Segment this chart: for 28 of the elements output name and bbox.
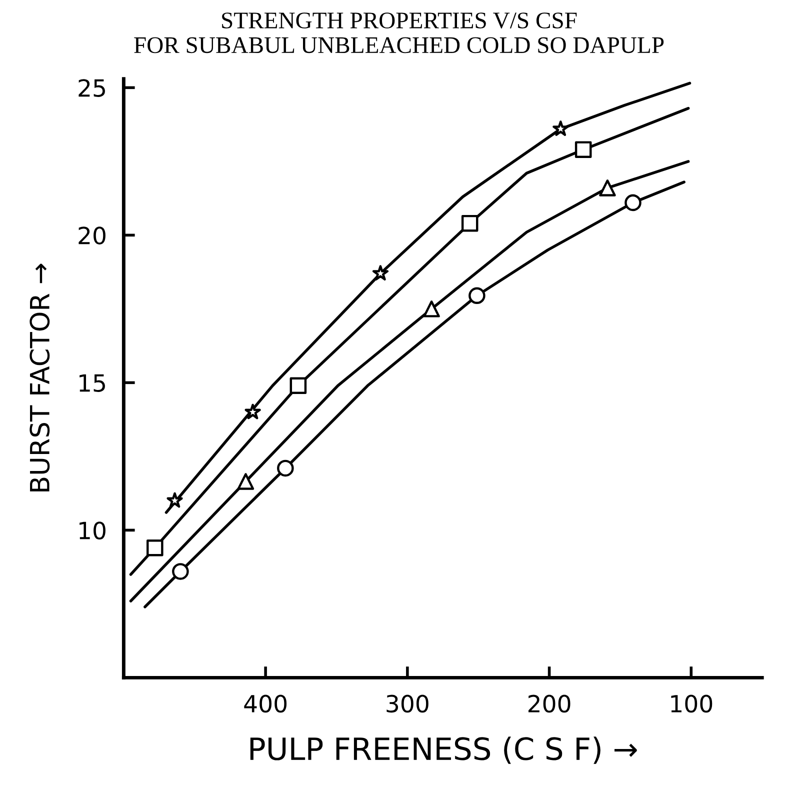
x-axis-title: PULP FREENESS (C S F) → [250,736,637,764]
point [146,539,164,556]
line-series [129,106,690,576]
line-series [164,82,692,514]
y-tick-label: 25 [78,79,105,97]
point [423,300,440,318]
point [277,460,294,477]
point [372,265,389,281]
point [172,563,189,580]
y-tick-label: 15 [80,374,105,392]
x-tick-label: 100 [671,694,712,713]
point [244,404,261,420]
x-tick-label: 300 [386,694,428,713]
y-tick-label: 20 [78,226,106,244]
chart-title: STRENGTH PROPERTIES V/S CSF FOR SUBABUL UNBLEACHED COLD SO DAPULP [134,12,664,54]
point [468,287,486,304]
point [574,141,592,158]
point [552,120,569,136]
point [599,180,616,196]
point [237,473,254,490]
y-tick-label: 10 [80,522,106,540]
point [624,194,642,212]
x-tick-label: 200 [528,694,570,713]
point [461,214,478,232]
y-axis-title: BURST FACTOR → [30,264,50,492]
point [166,492,183,508]
point [290,377,307,394]
x-tick-label: 400 [244,694,287,713]
